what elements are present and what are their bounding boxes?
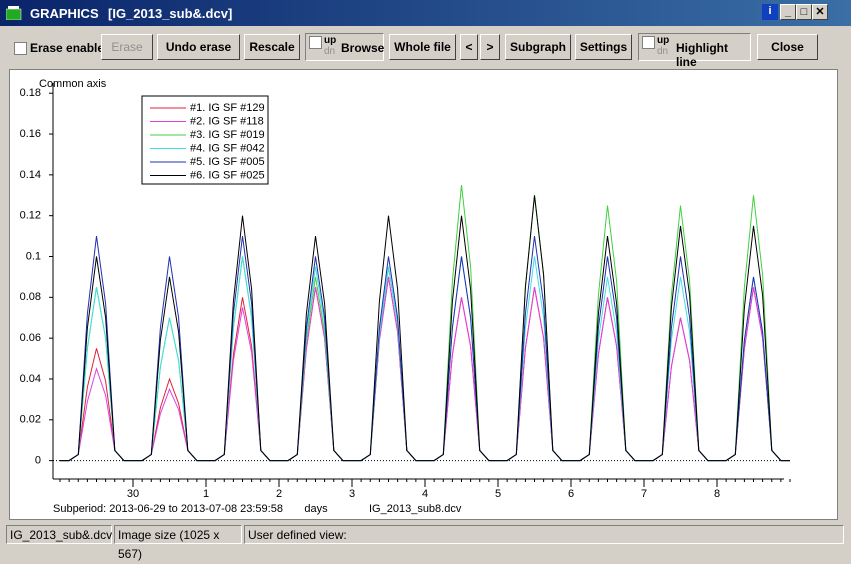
close-window-button[interactable]: ✕ <box>812 4 828 20</box>
up-label: up <box>657 36 669 46</box>
undo-erase-button[interactable]: Undo erase <box>157 34 240 60</box>
window: GRAPHICS [IG_2013_sub&.dcv] i _ □ ✕ Eras… <box>0 0 851 547</box>
x-axis-label: days <box>304 503 328 515</box>
x-tick-label: 1 <box>203 488 209 500</box>
series-line <box>60 236 790 461</box>
app-icon <box>6 6 22 20</box>
highlight-label: Highlight line <box>676 41 750 69</box>
subtitle: Subperiod: 2013-06-29 to 2013-07-08 23:5… <box>53 503 283 515</box>
up-label: up <box>324 36 336 46</box>
status-image-size: Image size (1025 x 567) <box>114 525 242 544</box>
series-line <box>60 277 790 461</box>
series-line <box>60 277 790 461</box>
legend-label: #5. IG SF #005 <box>190 156 265 168</box>
browse-checkbox[interactable] <box>309 36 322 49</box>
chart-area: Common axis Subperiod: 2013-06-29 to 201… <box>9 69 838 520</box>
y-tick-label: 0.04 <box>20 373 41 385</box>
browse-group[interactable]: up dn Browse <box>305 33 384 61</box>
x-tick-label: 2 <box>276 488 282 500</box>
x-tick-label: 30 <box>127 488 139 500</box>
x-tick-label: 8 <box>714 488 720 500</box>
close-button[interactable]: Close <box>757 34 818 60</box>
y-tick-label: 0.16 <box>20 128 41 140</box>
x-tick-label: 5 <box>495 488 501 500</box>
y-tick-label: 0.08 <box>20 291 41 303</box>
highlight-group[interactable]: up dn Highlight line <box>638 33 751 61</box>
erase-enable-label: Erase enable <box>30 41 104 55</box>
legend-label: #1. IG SF #129 <box>190 102 265 114</box>
x-tick-label: 7 <box>641 488 647 500</box>
rescale-button[interactable]: Rescale <box>244 34 300 60</box>
erase-button[interactable]: Erase <box>101 34 153 60</box>
status-file: IG_2013_sub&.dcv <box>6 525 112 544</box>
maximize-button[interactable]: □ <box>796 4 812 20</box>
y-tick-label: 0.18 <box>20 87 41 99</box>
x-tick-label: 4 <box>422 488 428 500</box>
series-line <box>60 257 790 461</box>
y-tick-label: 0.02 <box>20 414 41 426</box>
legend-label: #3. IG SF #019 <box>190 129 265 141</box>
whole-file-button[interactable]: Whole file <box>389 34 456 60</box>
subgraph-button[interactable]: Subgraph <box>505 34 571 60</box>
dn-label: dn <box>657 47 668 57</box>
highlight-checkbox[interactable] <box>642 36 655 49</box>
status-bar: IG_2013_sub&.dcv Image size (1025 x 567)… <box>0 522 851 547</box>
y-axis-label: Common axis <box>39 78 107 90</box>
browse-label: Browse <box>341 41 384 55</box>
prev-button[interactable]: < <box>460 34 478 60</box>
legend-label: #6. IG SF #025 <box>190 169 265 181</box>
window-title: GRAPHICS <box>30 6 99 21</box>
dn-label: dn <box>324 47 335 57</box>
title-bar: GRAPHICS [IG_2013_sub&.dcv] i _ □ ✕ <box>0 0 851 26</box>
minimize-button[interactable]: _ <box>780 4 796 20</box>
legend-label: #2. IG SF #118 <box>190 115 264 127</box>
series-line <box>60 195 790 460</box>
x-tick-label: 6 <box>568 488 574 500</box>
y-tick-label: 0 <box>35 455 41 467</box>
legend-label: #4. IG SF #042 <box>190 142 265 154</box>
status-view: User defined view: <box>244 525 844 544</box>
erase-checkbox[interactable] <box>14 42 27 55</box>
settings-button[interactable]: Settings <box>575 34 632 60</box>
x-tick-label: 3 <box>349 488 355 500</box>
y-tick-label: 0.1 <box>26 250 41 262</box>
chart: Common axis Subperiod: 2013-06-29 to 201… <box>10 70 837 519</box>
y-tick-label: 0.12 <box>20 210 41 222</box>
y-tick-label: 0.14 <box>20 169 41 181</box>
window-file: [IG_2013_sub&.dcv] <box>108 6 232 21</box>
info-button[interactable]: i <box>762 4 778 20</box>
y-tick-label: 0.06 <box>20 332 41 344</box>
annotation: IG_2013_sub8.dcv <box>369 503 462 515</box>
next-button[interactable]: > <box>480 34 500 60</box>
